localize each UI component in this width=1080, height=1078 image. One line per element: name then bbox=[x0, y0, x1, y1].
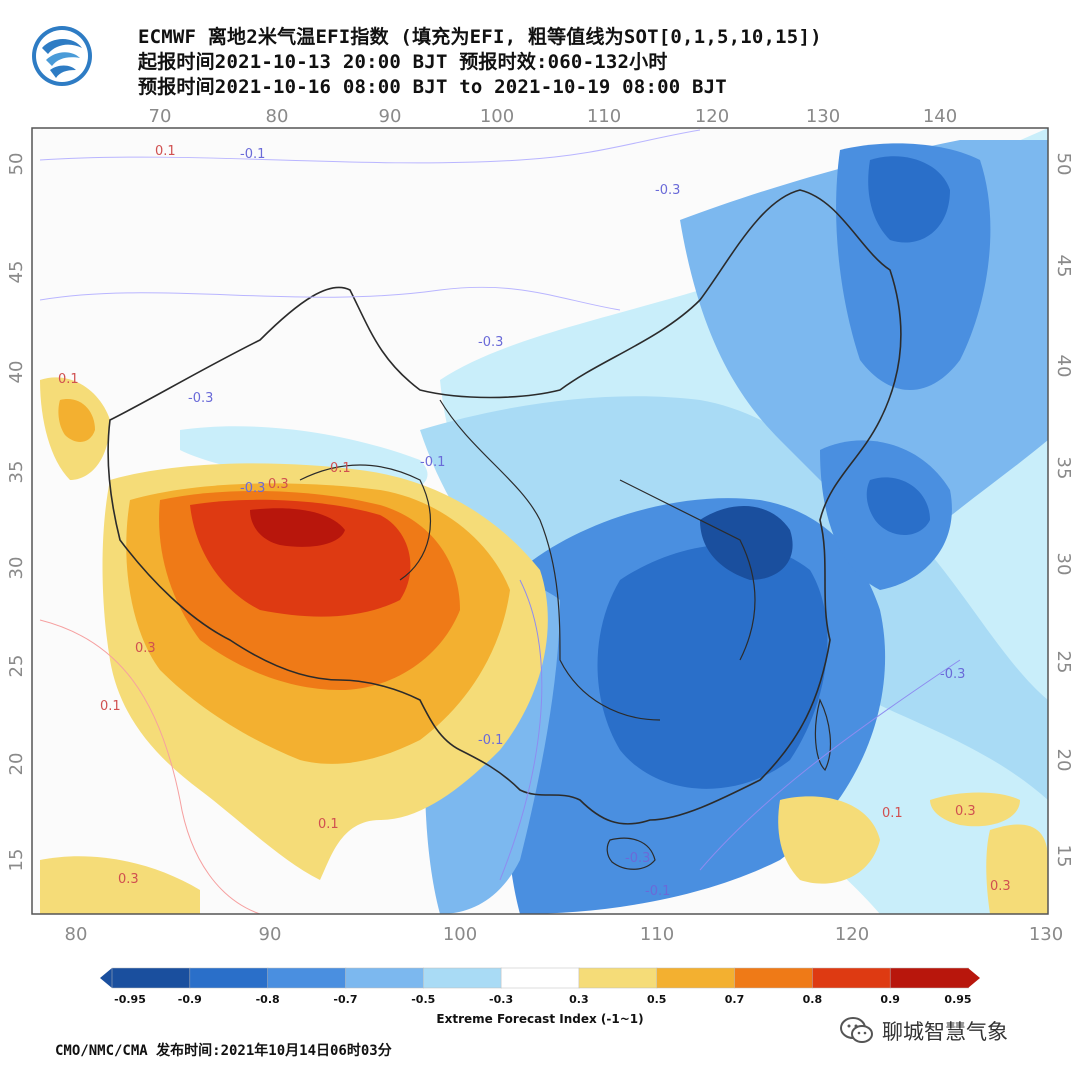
lat-tick: 25 bbox=[1053, 651, 1074, 674]
iso-label: 0.1 bbox=[58, 372, 79, 387]
iso-label: -0.3 bbox=[240, 481, 265, 496]
colorbar: -0.95 -0.9 -0.8 -0.7 -0.5 -0.3 0.3 0.5 0.7 0.8 0.9… bbox=[100, 967, 980, 1026]
iso-label: -0.3 bbox=[625, 851, 650, 866]
colorbar-label: 0.8 bbox=[803, 993, 823, 1006]
lat-tick: 30 bbox=[1053, 553, 1074, 576]
iso-label: -0.3 bbox=[655, 183, 680, 198]
colorbar-arrow-left bbox=[100, 968, 112, 988]
top-lon-tick: 120 bbox=[695, 106, 729, 127]
colorbar-cell bbox=[889, 967, 969, 989]
colorbar-arrow-right bbox=[968, 968, 980, 988]
iso-label: 0.1 bbox=[100, 699, 121, 714]
colorbar-label: -0.9 bbox=[178, 993, 202, 1006]
colorbar-label: 0.9 bbox=[880, 993, 900, 1006]
left-lat-ticks: 50 45 40 35 30 25 20 15 bbox=[6, 153, 27, 872]
colorbar-cell bbox=[267, 967, 347, 989]
lat-tick: 35 bbox=[6, 461, 27, 484]
wechat-icon bbox=[840, 1017, 873, 1043]
top-lon-tick: 110 bbox=[587, 106, 621, 127]
top-lon-tick: 100 bbox=[480, 106, 514, 127]
lat-tick: 15 bbox=[1053, 845, 1074, 868]
watermark-text: 聊城智慧气象 bbox=[882, 1020, 1008, 1044]
colorbar-cell bbox=[189, 967, 269, 989]
iso-label: -0.1 bbox=[420, 455, 445, 470]
lat-tick: 35 bbox=[1053, 457, 1074, 480]
iso-label: 0.3 bbox=[990, 879, 1011, 894]
lat-tick: 45 bbox=[6, 261, 27, 284]
iso-label: 0.1 bbox=[155, 144, 176, 159]
colorbar-label: -0.95 bbox=[114, 993, 146, 1006]
colorbar-cell bbox=[578, 967, 658, 989]
iso-label: -0.1 bbox=[478, 733, 503, 748]
map-area: 0.1 -0.1 -0.3 -0.3 0.1 -0.3 -0.1 0.3 0.1… bbox=[32, 128, 1048, 914]
lat-tick: 40 bbox=[1053, 355, 1074, 378]
bottom-lon-tick: 90 bbox=[259, 924, 282, 945]
title-line-3: 预报时间2021-10-16 08:00 BJT to 2021-10-19 0… bbox=[138, 76, 727, 98]
iso-label: -0.3 bbox=[188, 391, 213, 406]
lat-tick: 20 bbox=[6, 753, 27, 776]
colorbar-label: 0.5 bbox=[647, 993, 667, 1006]
chart-header: ECMWF 离地2米气温EFI指数 (填充为EFI, 粗等值线为SOT[0,1,… bbox=[0, 0, 1080, 110]
iso-label: 0.3 bbox=[135, 641, 156, 656]
colorbar-cell bbox=[812, 967, 891, 989]
colorbar-cell bbox=[111, 967, 191, 989]
iso-label: 0.3 bbox=[118, 872, 139, 887]
lat-tick: 20 bbox=[1053, 749, 1074, 772]
colorbar-cells bbox=[111, 967, 969, 989]
top-lon-tick: 90 bbox=[379, 106, 402, 127]
iso-label: -0.1 bbox=[645, 884, 670, 899]
top-lon-tick: 130 bbox=[806, 106, 840, 127]
iso-label: -0.3 bbox=[940, 667, 965, 682]
colorbar-labels: -0.95 -0.9 -0.8 -0.7 -0.5 -0.3 0.3 0.5 0.7 0.8 0.9… bbox=[114, 993, 971, 1006]
colorbar-cell bbox=[423, 967, 502, 989]
colorbar-label: 0.3 bbox=[569, 993, 589, 1006]
title-line-2: 起报时间2021-10-13 20:00 BJT 预报时效:060-132小时 bbox=[138, 51, 668, 73]
iso-label: 0.1 bbox=[318, 817, 339, 832]
top-lon-tick: 140 bbox=[923, 106, 957, 127]
iso-label: 0.3 bbox=[268, 477, 289, 492]
colorbar-label: -0.8 bbox=[256, 993, 280, 1006]
top-lon-tick: 80 bbox=[266, 106, 289, 127]
colorbar-label: -0.3 bbox=[489, 993, 513, 1006]
colorbar-label: -0.7 bbox=[333, 993, 357, 1006]
lat-tick: 40 bbox=[6, 361, 27, 384]
lat-tick: 50 bbox=[6, 153, 27, 176]
efi-map: 0.1 -0.1 -0.3 -0.3 0.1 -0.3 -0.1 0.3 0.1… bbox=[6, 106, 1074, 945]
lat-tick: 50 bbox=[1053, 153, 1074, 176]
colorbar-label: 0.7 bbox=[725, 993, 745, 1006]
colorbar-cell bbox=[734, 967, 814, 989]
colorbar-label: 0.95 bbox=[944, 993, 971, 1006]
publisher-info: CMO/NMC/CMA 发布时间:2021年10月14日06时03分 bbox=[55, 1043, 392, 1059]
bottom-lon-tick: 130 bbox=[1029, 924, 1063, 945]
iso-label: 0.1 bbox=[882, 806, 903, 821]
lat-tick: 15 bbox=[6, 849, 27, 872]
iso-label: 0.3 bbox=[955, 804, 976, 819]
colorbar-cell bbox=[656, 967, 736, 989]
bottom-lon-tick: 120 bbox=[835, 924, 869, 945]
bottom-lon-tick: 80 bbox=[65, 924, 88, 945]
colorbar-label: -0.5 bbox=[411, 993, 435, 1006]
top-lon-tick: 70 bbox=[149, 106, 172, 127]
lat-tick: 45 bbox=[1053, 255, 1074, 278]
lat-tick: 30 bbox=[6, 557, 27, 580]
iso-label: 0.1 bbox=[330, 461, 351, 476]
iso-label: -0.1 bbox=[240, 147, 265, 162]
colorbar-cell bbox=[345, 967, 425, 989]
colorbar-title: Extreme Forecast Index (-1~1) bbox=[436, 1012, 643, 1026]
cma-logo-icon bbox=[32, 26, 92, 86]
colorbar-cell bbox=[500, 967, 580, 989]
lat-tick: 25 bbox=[6, 655, 27, 678]
iso-label: -0.3 bbox=[478, 335, 503, 350]
bottom-lon-tick: 100 bbox=[443, 924, 477, 945]
title-line-1: ECMWF 离地2米气温EFI指数 (填充为EFI, 粗等值线为SOT[0,1,… bbox=[138, 26, 822, 48]
right-lat-ticks: 50 45 40 35 30 25 20 15 bbox=[1053, 153, 1074, 868]
bottom-lon-tick: 110 bbox=[640, 924, 674, 945]
watermark: 聊城智慧气象 bbox=[840, 1013, 1008, 1049]
